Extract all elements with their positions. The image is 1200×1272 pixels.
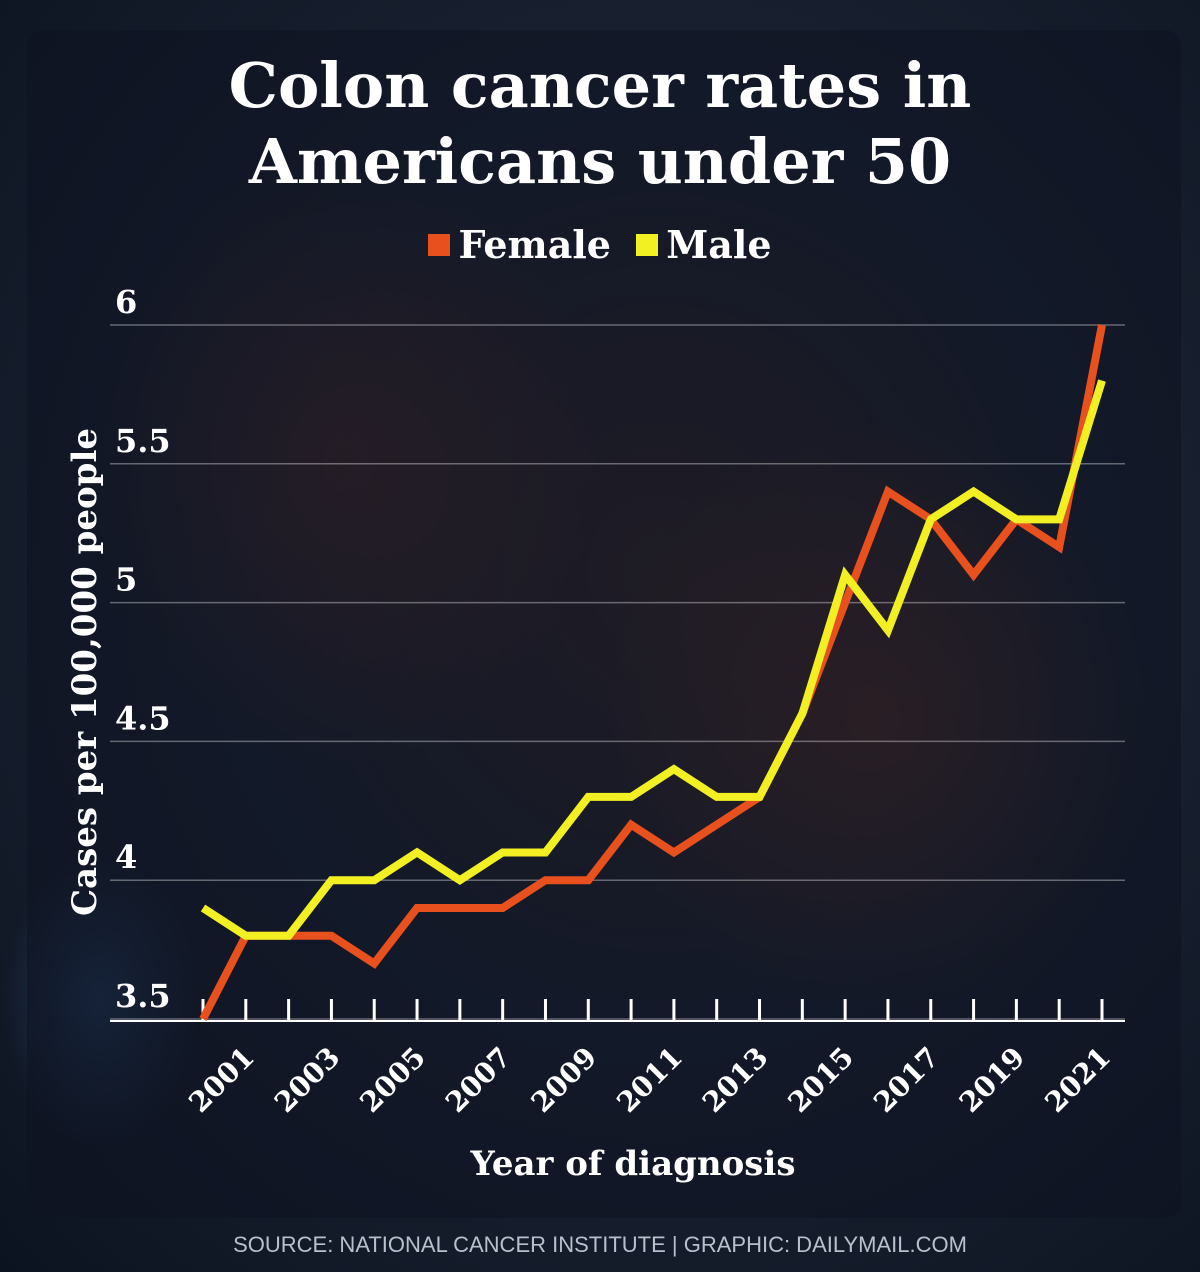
series-layer — [199, 324, 1106, 1021]
legend-label-female: Female — [458, 222, 611, 267]
chart-title-line-1: Colon cancer rates in — [228, 49, 972, 122]
x-tick-label: 2003 — [268, 1041, 346, 1119]
series-line-female — [199, 324, 1106, 1021]
chart-title-line-2: Americans under 50 — [248, 125, 952, 198]
x-tick-label: 2019 — [953, 1041, 1031, 1119]
line-chart: 3.5 4 4.5 5 5.5 6 2001 2003 2005 2007 2009 2011 2013… — [65, 283, 1125, 1184]
x-tick-label: 2009 — [525, 1041, 603, 1119]
chart-legend: Female Male — [0, 220, 1200, 270]
x-tick-label: 2001 — [182, 1041, 260, 1119]
y-tick-label: 4.5 — [115, 699, 171, 737]
x-tick-label: 2011 — [610, 1041, 688, 1119]
series-line-male — [200, 379, 1106, 940]
legend-item-female: Female — [428, 220, 611, 270]
x-axis-title: Year of diagnosis — [470, 1144, 796, 1184]
x-tick-label: 2015 — [782, 1041, 860, 1119]
legend-label-male: Male — [666, 222, 772, 267]
y-tick-label: 3.5 — [115, 977, 171, 1015]
y-tick-label: 4 — [115, 838, 137, 876]
y-tick-label: 5.5 — [115, 422, 171, 460]
x-tick-label: 2021 — [1039, 1041, 1117, 1119]
chart-title: Colon cancer rates in Americans under 50 — [0, 48, 1200, 200]
x-tick-label: 2007 — [439, 1041, 517, 1119]
grid-layer — [110, 324, 1125, 1020]
legend-swatch-female — [428, 234, 451, 256]
legend-item-male: Male — [636, 220, 772, 270]
x-tick-label: 2017 — [867, 1041, 945, 1119]
y-tick-label: 6 — [115, 283, 137, 321]
x-tick-label: 2005 — [354, 1041, 432, 1119]
legend-swatch-male — [636, 234, 659, 256]
y-tick-label: 5 — [115, 561, 137, 599]
axis-layer — [110, 999, 1125, 1022]
source-credit: SOURCE: NATIONAL CANCER INSTITUTE | GRAP… — [233, 1232, 967, 1257]
label-layer: 3.5 4 4.5 5 5.5 6 2001 2003 2005 2007 2009 2011 2013… — [65, 283, 1117, 1184]
y-axis-title: Cases per 100,000 people — [65, 428, 105, 916]
x-tick-label: 2013 — [696, 1041, 774, 1119]
